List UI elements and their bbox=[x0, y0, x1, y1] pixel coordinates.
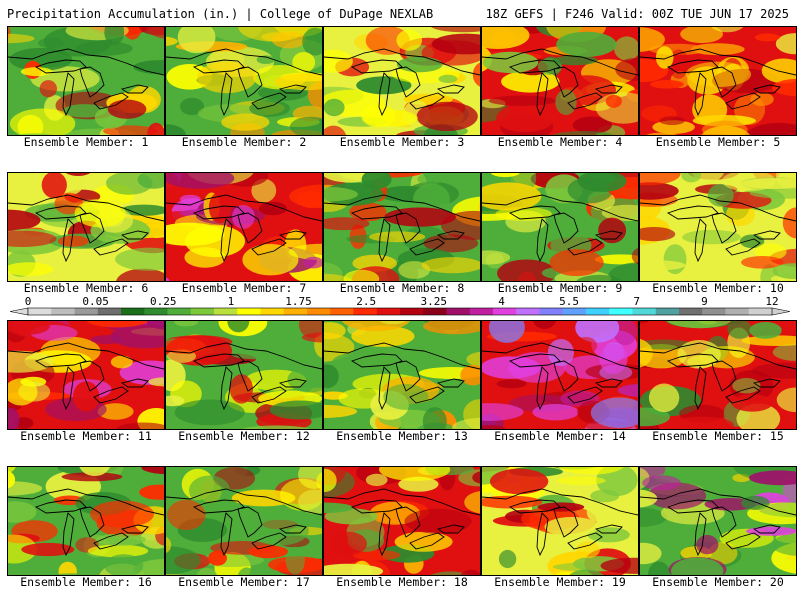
colorbar-swatch bbox=[679, 308, 703, 315]
member-label: Ensemble Member: 8 bbox=[339, 281, 465, 295]
colorbar-swatch bbox=[469, 308, 494, 315]
colorbar-swatch bbox=[28, 308, 52, 315]
member-map-13 bbox=[323, 320, 481, 430]
colorbar-tick-label: 7 bbox=[633, 296, 640, 308]
colorbar-swatch bbox=[74, 308, 99, 315]
member-label: Ensemble Member: 12 bbox=[178, 429, 310, 443]
colorbar-tick-label: 4 bbox=[498, 296, 505, 308]
member-label: Ensemble Member: 14 bbox=[494, 429, 626, 443]
member-label: Ensemble Member: 13 bbox=[336, 429, 468, 443]
member-label: Ensemble Member: 5 bbox=[655, 135, 781, 149]
colorbar-swatch bbox=[190, 308, 215, 315]
member-map-10 bbox=[639, 172, 797, 282]
colorbar-swatch bbox=[609, 308, 633, 315]
colorbar-swatch bbox=[493, 308, 517, 315]
colorbar-swatch bbox=[423, 308, 447, 315]
colorbar-swatch bbox=[702, 308, 726, 315]
colorbar-swatch bbox=[51, 308, 75, 315]
member-label: Ensemble Member: 9 bbox=[497, 281, 623, 295]
member-map-9 bbox=[481, 172, 639, 282]
member-map-7 bbox=[165, 172, 323, 282]
member-label: Ensemble Member: 10 bbox=[652, 281, 784, 295]
colorbar-left-arrow bbox=[10, 307, 29, 316]
colorbar-swatch bbox=[748, 308, 773, 315]
member-map-11 bbox=[7, 320, 165, 430]
member-label: Ensemble Member: 16 bbox=[20, 575, 152, 589]
member-map-12 bbox=[165, 320, 323, 430]
member-map-8 bbox=[323, 172, 481, 282]
member-label: Ensemble Member: 1 bbox=[23, 135, 149, 149]
member-map-18 bbox=[323, 466, 481, 576]
colorbar-swatch bbox=[237, 308, 261, 315]
member-label: Ensemble Member: 15 bbox=[652, 429, 784, 443]
colorbar-tick-label: 2.5 bbox=[356, 296, 376, 308]
colorbar-swatch bbox=[376, 308, 401, 315]
member-label: Ensemble Member: 11 bbox=[20, 429, 152, 443]
colorbar-tick-label: 12 bbox=[765, 296, 778, 308]
colorbar-swatch bbox=[539, 308, 564, 315]
colorbar-tick-label: 0.25 bbox=[150, 296, 177, 308]
colorbar-tick-label: 9 bbox=[701, 296, 708, 308]
valid-time-label: 18Z GEFS | F246 Valid: 00Z TUE JUN 17 20… bbox=[485, 7, 789, 21]
colorbar-swatch bbox=[307, 308, 331, 315]
member-label: Ensemble Member: 2 bbox=[181, 135, 307, 149]
member-label: Ensemble Member: 3 bbox=[339, 135, 465, 149]
colorbar-tick-label: 3.25 bbox=[421, 296, 448, 308]
member-label: Ensemble Member: 4 bbox=[497, 135, 623, 149]
member-map-3 bbox=[323, 26, 481, 136]
colorbar-swatch bbox=[516, 308, 540, 315]
colorbar-swatch bbox=[167, 308, 192, 315]
page-title: Precipitation Accumulation (in.) | Colle… bbox=[7, 7, 434, 21]
member-label: Ensemble Member: 7 bbox=[181, 281, 307, 295]
colorbar-swatch bbox=[632, 308, 657, 315]
colorbar-swatch bbox=[400, 308, 424, 315]
member-label: Ensemble Member: 17 bbox=[178, 575, 310, 589]
colorbar-right-arrow bbox=[771, 307, 790, 316]
colorbar-swatch bbox=[121, 308, 145, 315]
colorbar-swatch bbox=[446, 308, 471, 315]
colorbar-tick-label: 0.05 bbox=[82, 296, 109, 308]
colorbar-swatch bbox=[144, 308, 168, 315]
colorbar-swatch bbox=[586, 308, 610, 315]
member-label: Ensemble Member: 6 bbox=[23, 281, 149, 295]
member-label: Ensemble Member: 20 bbox=[652, 575, 784, 589]
colorbar-tick-label: 0 bbox=[25, 296, 32, 308]
member-map-6 bbox=[7, 172, 165, 282]
colorbar-swatch bbox=[260, 308, 285, 315]
member-map-20 bbox=[639, 466, 797, 576]
colorbar-swatch bbox=[353, 308, 378, 315]
member-map-14 bbox=[481, 320, 639, 430]
member-label: Ensemble Member: 19 bbox=[494, 575, 626, 589]
colorbar-tick-label: 1 bbox=[228, 296, 235, 308]
colorbar-swatch bbox=[562, 308, 587, 315]
colorbar-swatch bbox=[97, 308, 122, 315]
member-label: Ensemble Member: 18 bbox=[336, 575, 468, 589]
colorbar-tick-label: 1.75 bbox=[285, 296, 312, 308]
colorbar-tick-label: 5.5 bbox=[559, 296, 579, 308]
colorbar-swatch bbox=[330, 308, 354, 315]
member-map-16 bbox=[7, 466, 165, 576]
colorbar-swatch bbox=[214, 308, 238, 315]
member-map-19 bbox=[481, 466, 639, 576]
member-map-4 bbox=[481, 26, 639, 136]
colorbar-swatch bbox=[725, 308, 750, 315]
precip-colorbar: 0 0.05 0.25 1 1.75 2.5 3.25 4 5.5 7 9 12 bbox=[10, 296, 790, 316]
member-map-15 bbox=[639, 320, 797, 430]
member-map-17 bbox=[165, 466, 323, 576]
member-map-5 bbox=[639, 26, 797, 136]
colorbar-swatch bbox=[283, 308, 308, 315]
colorbar-swatch bbox=[655, 308, 680, 315]
member-map-1 bbox=[7, 26, 165, 136]
member-map-2 bbox=[165, 26, 323, 136]
